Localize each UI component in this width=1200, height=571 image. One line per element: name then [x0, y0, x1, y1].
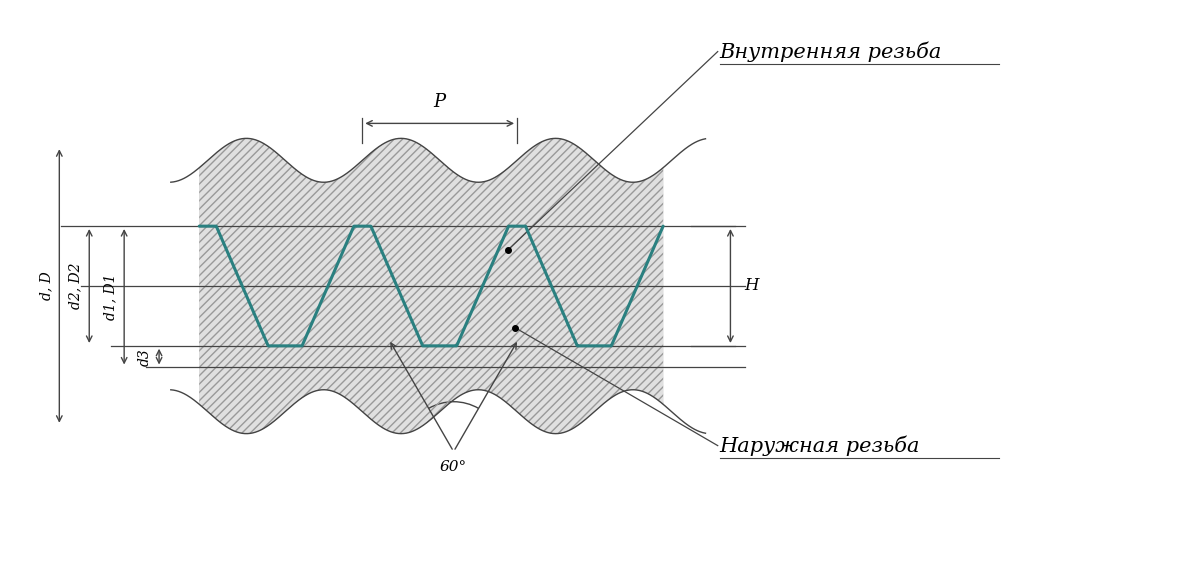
Text: d1, D1: d1, D1 — [103, 274, 118, 320]
Text: Наружная резьба: Наружная резьба — [720, 435, 920, 456]
Polygon shape — [199, 138, 664, 346]
Text: 60°: 60° — [440, 460, 467, 473]
Text: d, D: d, D — [40, 272, 53, 300]
Text: Внутренняя резьба: Внутренняя резьба — [720, 41, 942, 62]
Text: H: H — [744, 278, 758, 295]
Text: P: P — [433, 94, 445, 111]
Text: d2, D2: d2, D2 — [68, 263, 83, 309]
Polygon shape — [199, 226, 664, 433]
Text: d3: d3 — [138, 348, 152, 365]
